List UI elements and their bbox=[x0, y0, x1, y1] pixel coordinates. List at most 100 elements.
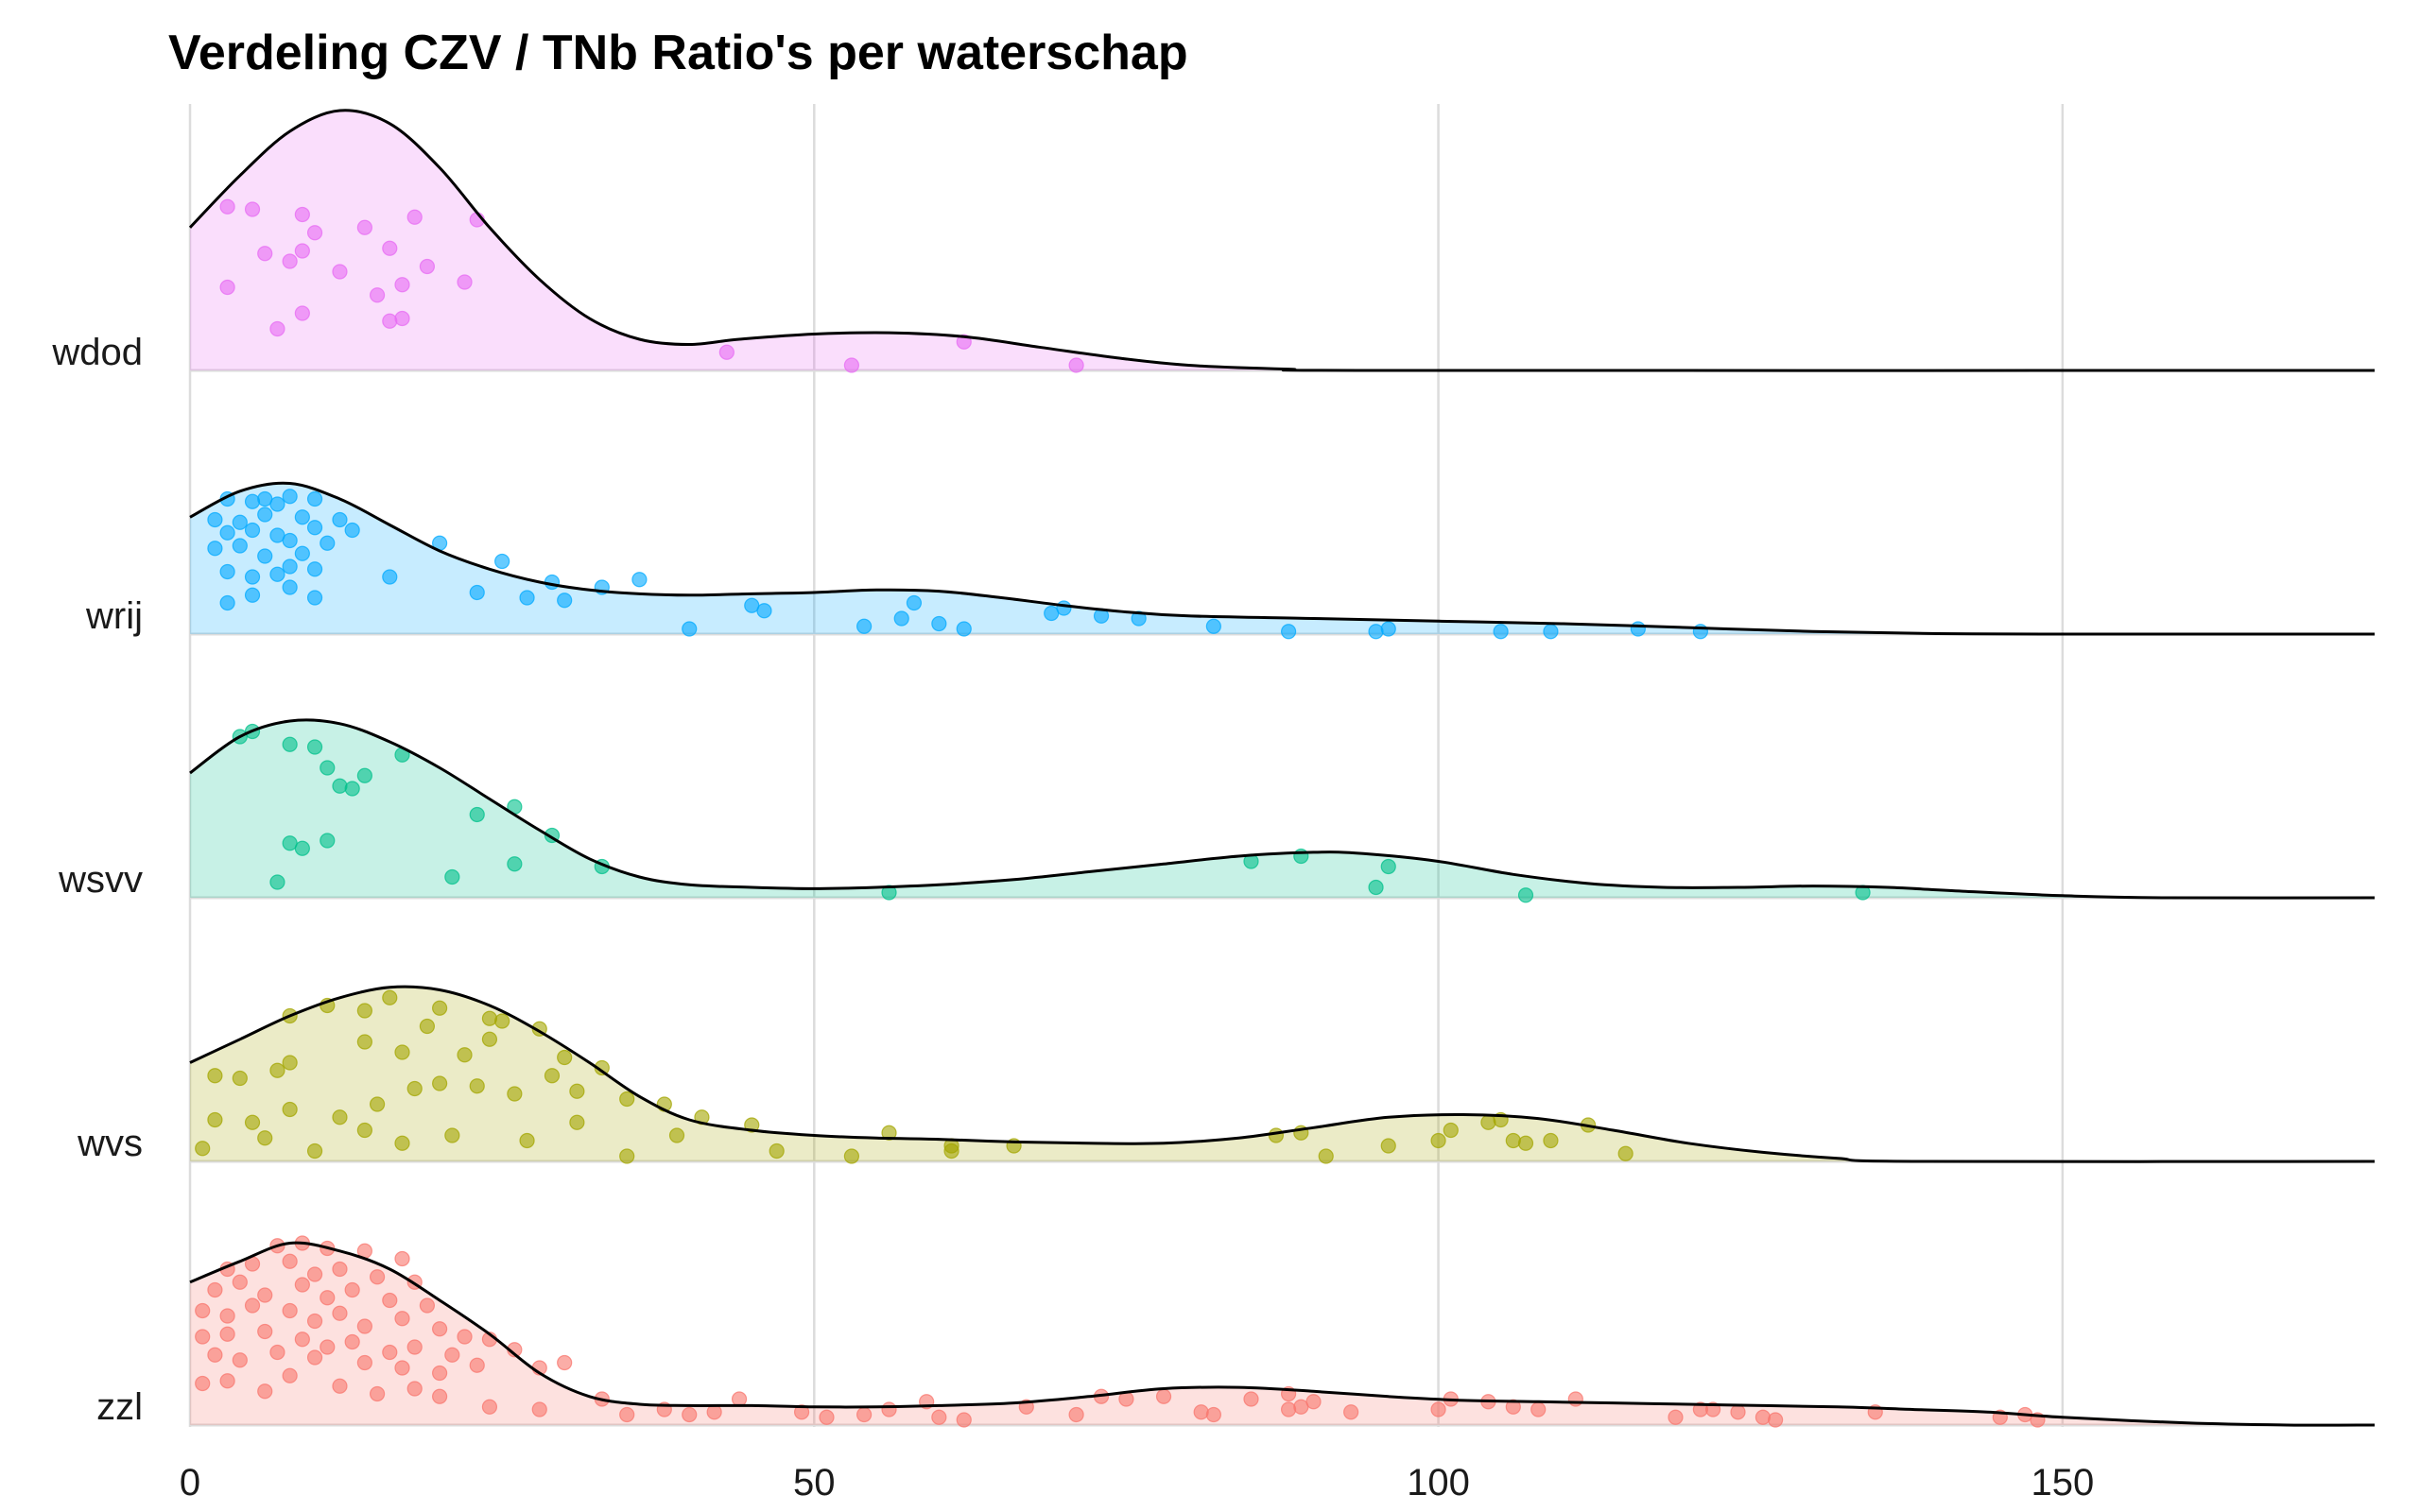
ridge-zzl bbox=[189, 1235, 2376, 1428]
data-point-wvs-62 bbox=[1617, 1145, 1634, 1161]
data-point-wvs-36 bbox=[356, 1122, 372, 1139]
x-tick-label-100: 100 bbox=[1407, 1462, 1470, 1503]
data-point-zzl-27 bbox=[394, 1311, 410, 1327]
data-point-zzl-20 bbox=[195, 1302, 211, 1319]
data-point-wvs-27 bbox=[507, 1086, 523, 1102]
data-point-wvs-28 bbox=[544, 1068, 561, 1084]
data-point-zzl-86 bbox=[1343, 1404, 1359, 1420]
data-point-wvs-13 bbox=[419, 1018, 436, 1035]
density-area-wrij bbox=[190, 483, 2375, 635]
data-point-wsvv-2 bbox=[282, 736, 298, 752]
data-point-wvs-19 bbox=[207, 1111, 223, 1128]
data-point-zzl-79 bbox=[1193, 1404, 1209, 1420]
data-point-wvs-9 bbox=[269, 1062, 285, 1078]
data-point-zzl-64 bbox=[682, 1406, 698, 1423]
data-point-zzl-8 bbox=[306, 1266, 323, 1282]
data-point-zzl-26 bbox=[356, 1318, 372, 1334]
data-point-zzl-47 bbox=[432, 1365, 448, 1382]
data-point-wvs-45 bbox=[843, 1148, 860, 1164]
data-point-wrij-39 bbox=[631, 572, 648, 588]
data-point-zzl-92 bbox=[1567, 1391, 1583, 1407]
data-point-wdod-22 bbox=[843, 357, 860, 373]
data-point-wvs-10 bbox=[282, 1055, 298, 1071]
data-point-wdod-1 bbox=[244, 201, 261, 217]
data-point-zzl-37 bbox=[406, 1339, 423, 1355]
data-point-zzl-83 bbox=[1281, 1401, 1297, 1418]
density-line-wvs bbox=[189, 985, 2376, 1163]
data-point-wrij-4 bbox=[282, 489, 298, 505]
data-point-zzl-51 bbox=[195, 1375, 211, 1392]
y-label-wvs: wvs bbox=[77, 1123, 143, 1164]
data-point-wvs-44 bbox=[769, 1143, 785, 1160]
data-point-wdod-20 bbox=[394, 310, 410, 327]
data-point-wrij-53 bbox=[1281, 624, 1297, 640]
data-point-zzl-81 bbox=[1243, 1391, 1259, 1407]
data-point-zzl-48 bbox=[469, 1357, 485, 1373]
data-point-wdod-11 bbox=[332, 264, 348, 280]
data-point-wrij-7 bbox=[232, 514, 248, 530]
data-point-wrij-17 bbox=[232, 538, 248, 554]
data-point-wdod-18 bbox=[269, 320, 285, 337]
data-point-wdod-19 bbox=[294, 305, 310, 321]
data-point-zzl-96 bbox=[1730, 1404, 1746, 1420]
density-line-zzl bbox=[189, 1241, 2376, 1427]
data-point-zzl-13 bbox=[232, 1274, 248, 1290]
data-point-zzl-9 bbox=[332, 1261, 348, 1278]
data-point-zzl-56 bbox=[369, 1385, 386, 1402]
data-point-wvs-59 bbox=[1517, 1135, 1534, 1151]
data-point-wrij-51 bbox=[1131, 610, 1147, 627]
data-point-wvs-12 bbox=[394, 1044, 410, 1060]
data-point-zzl-70 bbox=[881, 1401, 897, 1418]
x-tick-label-0: 0 bbox=[180, 1462, 200, 1503]
data-point-wvs-39 bbox=[519, 1132, 535, 1149]
data-point-wrij-12 bbox=[244, 522, 261, 539]
ridge-wdod bbox=[188, 109, 2376, 373]
data-point-zzl-78 bbox=[1155, 1388, 1172, 1404]
data-point-zzl-7 bbox=[282, 1253, 298, 1269]
data-point-wvs-54 bbox=[1430, 1132, 1446, 1149]
data-point-zzl-65 bbox=[706, 1404, 722, 1420]
data-point-zzl-69 bbox=[856, 1406, 873, 1423]
data-point-wrij-52 bbox=[1205, 618, 1221, 634]
data-point-zzl-18 bbox=[382, 1292, 398, 1309]
data-point-wsvv-3 bbox=[306, 739, 323, 755]
data-point-zzl-55 bbox=[332, 1378, 348, 1394]
data-point-zzl-43 bbox=[269, 1344, 285, 1361]
y-label-wrij: wrij bbox=[85, 595, 143, 637]
data-point-wdod-24 bbox=[1068, 357, 1084, 373]
data-point-wvs-38 bbox=[444, 1127, 460, 1143]
data-point-wrij-36 bbox=[519, 590, 535, 606]
data-point-wrij-32 bbox=[244, 587, 261, 603]
data-point-wvs-56 bbox=[1480, 1114, 1496, 1130]
data-point-wvs-48 bbox=[943, 1143, 959, 1160]
data-point-wdod-5 bbox=[356, 219, 372, 235]
ridges bbox=[188, 109, 2376, 1428]
data-point-wrij-56 bbox=[1493, 624, 1509, 640]
data-point-zzl-23 bbox=[282, 1302, 298, 1319]
data-point-wrij-57 bbox=[1543, 624, 1559, 640]
data-point-wdod-9 bbox=[382, 240, 398, 256]
data-point-wvs-34 bbox=[257, 1130, 273, 1146]
data-point-wdod-14 bbox=[394, 277, 410, 293]
data-point-wsvv-15 bbox=[320, 833, 336, 849]
data-point-wvs-17 bbox=[557, 1049, 573, 1066]
data-point-wvs-22 bbox=[332, 1109, 348, 1125]
data-point-wvs-40 bbox=[569, 1114, 585, 1130]
data-point-wdod-12 bbox=[419, 258, 436, 275]
data-point-wvs-55 bbox=[1443, 1122, 1459, 1139]
data-point-wdod-6 bbox=[306, 225, 323, 241]
data-point-wrij-54 bbox=[1368, 624, 1384, 640]
data-point-wrij-45 bbox=[906, 594, 923, 611]
data-point-wsvv-8 bbox=[344, 781, 360, 797]
data-point-zzl-91 bbox=[1530, 1401, 1547, 1418]
data-point-zzl-14 bbox=[257, 1287, 273, 1303]
data-point-wvs-58 bbox=[1505, 1132, 1521, 1149]
data-point-wrij-58 bbox=[1630, 621, 1646, 637]
data-point-zzl-45 bbox=[356, 1354, 372, 1371]
data-point-wsvv-7 bbox=[332, 778, 348, 794]
ridge-wrij bbox=[189, 481, 2376, 640]
data-point-zzl-22 bbox=[244, 1297, 261, 1314]
data-point-wrij-15 bbox=[344, 522, 360, 539]
data-point-zzl-25 bbox=[332, 1305, 348, 1321]
data-point-zzl-60 bbox=[531, 1401, 547, 1418]
